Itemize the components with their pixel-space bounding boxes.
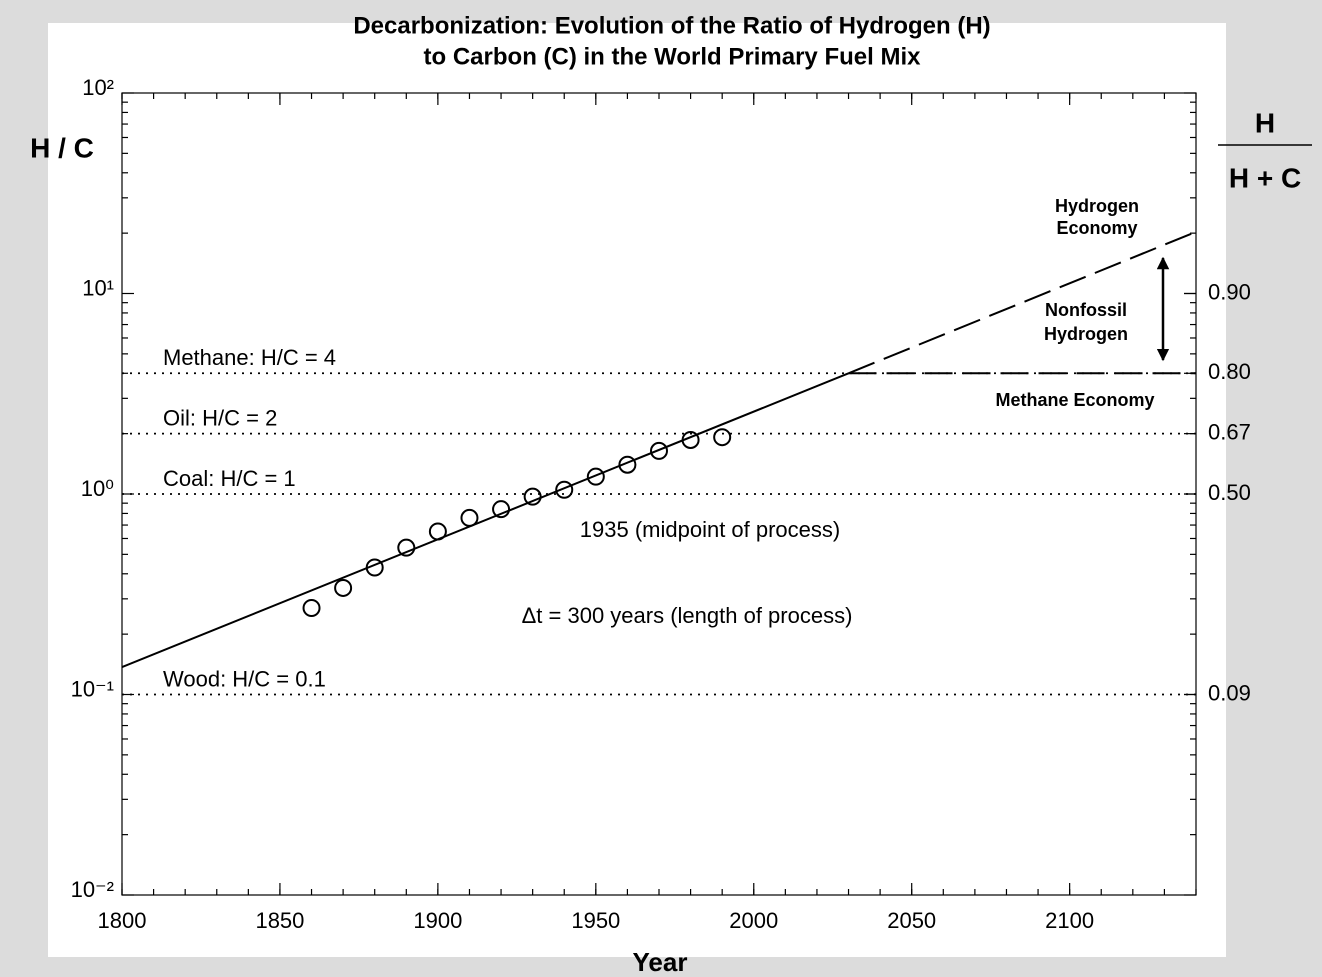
y-tick-label: 10⁰: [81, 476, 114, 501]
y2-tick-label: 0.50: [1208, 480, 1251, 505]
projection-line: [848, 230, 1197, 375]
y2-tick-label: 0.90: [1208, 279, 1251, 304]
reference-label: Wood: H/C = 0.1: [163, 666, 326, 691]
data-point: [428, 522, 447, 541]
chart-title: Decarbonization: Evolution of the Ratio …: [353, 12, 990, 39]
y2-tick-label: 0.80: [1208, 359, 1251, 384]
x-tick-label: 1950: [571, 908, 620, 933]
x-tick-label: 1850: [255, 908, 304, 933]
data-point: [586, 467, 605, 486]
annotation: Economy: [1056, 218, 1137, 238]
annotation: Nonfossil: [1045, 300, 1127, 320]
data-point: [618, 455, 637, 474]
data-point: [523, 487, 542, 506]
y2-tick-label: 0.09: [1208, 680, 1251, 705]
y-tick-label: 10¹: [82, 275, 114, 300]
data-point: [555, 480, 574, 499]
fit-line: [121, 372, 849, 669]
y-axis-label: H / C: [30, 132, 94, 163]
reference-label: Oil: H/C = 2: [163, 405, 277, 430]
data-point: [681, 430, 700, 449]
data-point: [650, 441, 668, 460]
annotation: Δt = 300 years (length of process): [522, 603, 853, 628]
annotation: Methane Economy: [995, 390, 1154, 410]
data-point: [365, 558, 384, 577]
reference-label: Coal: H/C = 1: [163, 466, 296, 491]
data-point: [397, 538, 416, 557]
y2-tick-label: 0.67: [1208, 419, 1251, 444]
annotation: 1935 (midpoint of process): [580, 517, 840, 542]
annotation: Hydrogen: [1044, 324, 1128, 344]
x-tick-label: 2000: [729, 908, 778, 933]
chart-title: to Carbon (C) in the World Primary Fuel …: [424, 43, 922, 70]
y2-axis-label: H + C: [1229, 162, 1301, 193]
x-tick-label: 2050: [887, 908, 936, 933]
y2-axis-label: H: [1255, 107, 1275, 138]
x-tick-label: 1900: [413, 908, 462, 933]
y-tick-label: 10²: [82, 75, 114, 100]
data-point: [334, 578, 353, 597]
y-tick-label: 10⁻²: [71, 877, 114, 902]
reference-label: Methane: H/C = 4: [163, 345, 336, 370]
x-tick-label: 1800: [98, 908, 147, 933]
annotation: Hydrogen: [1055, 196, 1139, 216]
data-point: [492, 500, 511, 519]
data-point: [460, 508, 479, 527]
panel: [48, 23, 1226, 957]
data-point: [713, 428, 732, 447]
x-axis-label: Year: [633, 947, 688, 977]
y-tick-label: 10⁻¹: [71, 676, 114, 701]
data-point: [302, 599, 321, 618]
x-tick-label: 2100: [1045, 908, 1094, 933]
